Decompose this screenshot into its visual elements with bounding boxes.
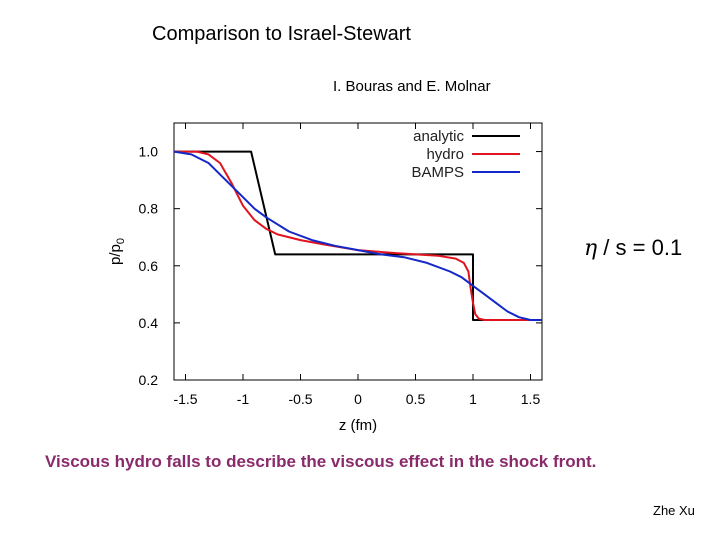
authors-credit: I. Bouras and E. Molnar xyxy=(333,78,491,95)
x-tick-label: 1.5 xyxy=(521,391,541,407)
x-tick-label: 1 xyxy=(469,391,477,407)
legend-label-hydro: hydro xyxy=(426,146,464,163)
footer-author: Zhe Xu xyxy=(653,503,695,518)
viscosity-ratio-value: / s = 0.1 xyxy=(597,235,683,260)
y-tick-label: 1.0 xyxy=(139,144,159,160)
legend-label-bamps: BAMPS xyxy=(411,164,464,181)
x-tick-label: 0.5 xyxy=(406,391,426,407)
slide-caption: Viscous hydro falls to describe the visc… xyxy=(45,452,597,471)
y-axis-label-main: p/p xyxy=(107,244,124,265)
y-tick-label: 0.4 xyxy=(139,315,159,331)
y-tick-label: 0.8 xyxy=(139,201,159,217)
y-tick-label: 0.6 xyxy=(139,258,159,274)
eta-symbol: η xyxy=(584,236,598,261)
x-tick-label: -1.5 xyxy=(173,391,197,407)
viscosity-ratio-annotation: η / s = 0.1 xyxy=(584,234,682,263)
y-tick-label: 0.2 xyxy=(139,372,159,388)
y-axis-label-subscript: 0 xyxy=(115,238,127,244)
series-line-hydro xyxy=(174,150,542,321)
plot-frame xyxy=(173,122,543,381)
slide-title: Comparison to Israel-Stewart xyxy=(152,23,411,45)
series-line-bamps xyxy=(173,150,542,321)
legend-label-analytic: analytic xyxy=(413,128,464,145)
y-axis-label: p/p0 xyxy=(107,238,127,265)
series-line-analytic xyxy=(174,150,542,321)
x-tick-label: -0.5 xyxy=(288,391,312,407)
x-tick-label: -1 xyxy=(237,391,250,407)
x-tick-label: 0 xyxy=(354,391,362,407)
x-axis-label: z (fm) xyxy=(339,417,377,434)
